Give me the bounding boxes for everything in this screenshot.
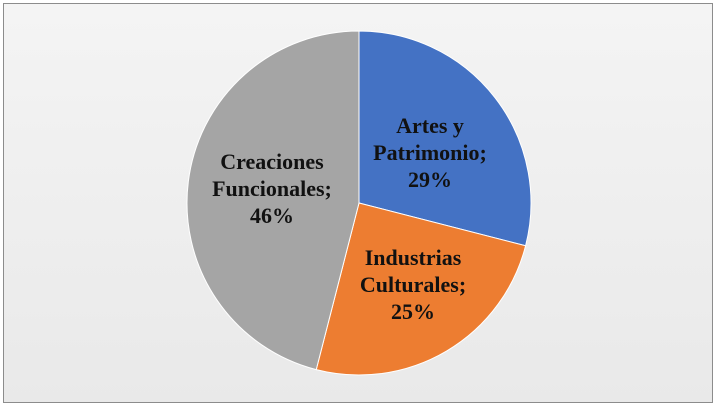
- data-label-line: 46%: [250, 203, 294, 228]
- data-label-line: Artes y: [396, 113, 464, 138]
- pie-labels: Artes y Patrimonio; 29% Industrias Culturale…: [212, 113, 487, 324]
- data-label-line: 29%: [408, 167, 452, 192]
- pie-slice-industrias-culturales: [315, 202, 527, 376]
- data-label-line: Creaciones: [220, 149, 324, 174]
- pie-slices: [186, 30, 532, 376]
- data-label-line: Patrimonio;: [373, 140, 487, 165]
- data-label-line: Culturales;: [360, 272, 466, 297]
- pie-slice-creaciones-funcionales: [186, 30, 360, 371]
- data-label-artes-y-patrimonio: Artes y Patrimonio; 29%: [373, 113, 487, 192]
- data-label-creaciones-funcionales: Creaciones Funcionales; 46%: [212, 149, 332, 228]
- data-label-line: Funcionales;: [212, 176, 332, 201]
- data-label-line: Industrias: [365, 245, 462, 270]
- data-label-industrias-culturales: Industrias Culturales; 25%: [360, 245, 466, 324]
- data-label-line: 25%: [391, 299, 435, 324]
- pie-slice-artes-y-patrimonio: [358, 30, 532, 247]
